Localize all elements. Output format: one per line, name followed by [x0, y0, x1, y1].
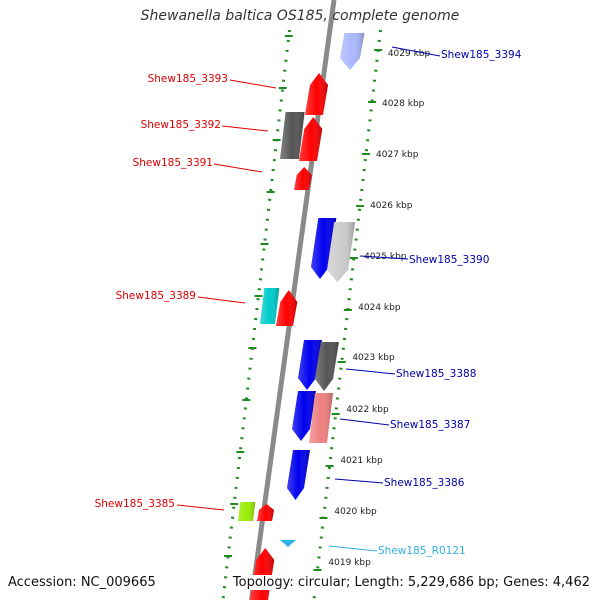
gene-glyph-shade: [299, 117, 323, 161]
gene-label-leader: [334, 478, 384, 484]
gene-glyph-shade: [311, 218, 337, 279]
gene-glyph-shade: [238, 502, 256, 521]
ruler-label: 4022 kbp: [346, 405, 389, 415]
gene-label-leader: [328, 545, 378, 552]
gene-glyph-shade: [287, 450, 310, 500]
ruler-label: 4021 kbp: [340, 456, 383, 466]
gene-label-leader: [391, 46, 441, 57]
gene-label[interactable]: Shew185_R0121: [378, 545, 466, 557]
gene-glyph-shade: [309, 393, 333, 443]
ruler-label: 4025 kbp: [364, 252, 407, 262]
gene-glyph-shade: [280, 112, 305, 159]
map-title: Shewanella baltica OS185, complete genom…: [140, 8, 460, 24]
ruler-label: 4020 kbp: [334, 507, 377, 517]
ruler-label: 4024 kbp: [358, 303, 401, 313]
gene-label[interactable]: Shew185_3388: [396, 368, 476, 380]
ruler-label: 4019 kbp: [328, 558, 371, 568]
genome-summary-text: Topology: circular; Length: 5,229,686 bp…: [230, 575, 590, 590]
gene-label-leader: [221, 125, 269, 132]
gene-glyph-shade: [327, 222, 356, 282]
gene-label[interactable]: Shew185_3390: [409, 254, 489, 266]
ruler-label: 4027 kbp: [376, 150, 419, 160]
gene-glyph-shade: [315, 342, 339, 391]
ruler-label: 4023 kbp: [352, 353, 395, 363]
gene-label[interactable]: Shew185_3385: [95, 498, 175, 510]
gene-label[interactable]: Shew185_3387: [390, 419, 470, 431]
gene-label-leader: [359, 255, 409, 260]
gene-label-leader: [345, 368, 396, 375]
gene-label[interactable]: Shew185_3392: [141, 119, 221, 131]
rna-glyph: [280, 540, 296, 547]
ruler-label: 4029 kbp: [388, 49, 431, 59]
gene-glyph-shade: [305, 73, 329, 115]
gene-label[interactable]: Shew185_3394: [441, 49, 522, 61]
gene-glyph-shade: [340, 33, 365, 70]
ruler-label: 4026 kbp: [370, 201, 413, 211]
gene-glyph-shade: [294, 167, 312, 190]
gene-label-leader: [176, 504, 225, 511]
gene-label[interactable]: Shew185_3386: [384, 477, 465, 489]
ruler-layer: 4029 kbp 4028 kbp 4027 kbp 4026 kbp 4025 kbp…: [221, 29, 431, 601]
gene-glyph-shade: [257, 504, 275, 521]
gene-label-leader: [229, 79, 277, 89]
gene-label[interactable]: Shew185_3389: [116, 290, 196, 302]
accession-text: Accession: NC_009665: [8, 575, 156, 590]
labels-layer: Shew185_3394 Shew185_3393 Shew185_3392 Shew…: [95, 46, 522, 557]
gene-label[interactable]: Shew185_3393: [148, 73, 228, 85]
gene-label-leader: [197, 296, 246, 304]
gene-label[interactable]: Shew185_3391: [133, 157, 213, 169]
gene-glyph-shade: [292, 391, 316, 441]
gene-glyph-shade: [260, 288, 280, 324]
ruler-label: 4028 kbp: [382, 99, 425, 109]
gene-label-leader: [339, 418, 390, 426]
gene-glyph-shade: [276, 290, 298, 326]
gene-label-leader: [213, 163, 263, 173]
